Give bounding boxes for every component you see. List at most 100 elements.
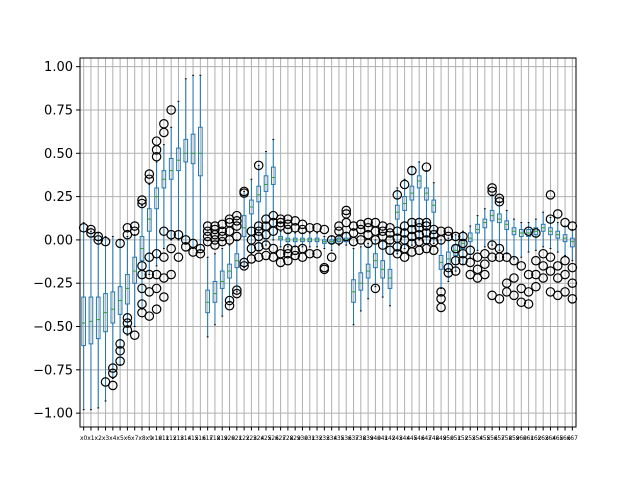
flier-point [407, 217, 417, 228]
flier-point [509, 290, 519, 301]
flier-point [392, 226, 403, 237]
x-tick-label: x45 [406, 435, 417, 442]
flier-point [436, 287, 446, 297]
flier-point [122, 313, 133, 323]
flier-point [450, 255, 461, 266]
box-x10 [154, 161, 159, 267]
x-tick-label: x46 [414, 435, 425, 442]
x-tick-label: x25 [260, 435, 271, 442]
box-x26 [270, 138, 276, 241]
box-body [416, 175, 422, 189]
flier-point [326, 252, 337, 263]
flier-point [341, 209, 352, 219]
box-body [190, 133, 196, 165]
box-body [154, 187, 159, 210]
flier-point [385, 228, 395, 238]
box-x46 [416, 161, 422, 241]
x-tick-label: x55 [479, 435, 490, 442]
flier-point [283, 255, 293, 266]
flier-point [115, 356, 125, 366]
x-tick-label: x47 [421, 435, 432, 442]
x-tick-label: x41 [377, 435, 388, 442]
flier-point [560, 269, 570, 280]
x-tick-label: x30 [297, 435, 308, 442]
flier-point [560, 255, 570, 266]
box-x60 [518, 222, 524, 258]
flier-point [217, 236, 228, 247]
flier-point [78, 222, 89, 233]
flier-point [151, 136, 162, 146]
flier-point [122, 318, 133, 328]
flier-point [487, 252, 497, 263]
box-body [387, 268, 393, 289]
x-tick-label: x23 [246, 435, 257, 442]
x-tick-label: x65 [552, 435, 563, 442]
flier-point [217, 219, 228, 230]
flier-point [166, 243, 176, 254]
x-tick-label: x4 [109, 435, 117, 442]
flier-point [144, 311, 155, 321]
x-tick-label: x64 [545, 435, 556, 442]
box-body [198, 126, 203, 177]
box-x57 [497, 201, 502, 251]
flier-point [428, 236, 439, 247]
box-x39 [365, 242, 371, 300]
x-tick-label: x22 [239, 435, 250, 442]
flier-point [523, 269, 534, 280]
flier-point [443, 226, 454, 237]
flier-point [407, 165, 417, 176]
x-tick-label: x14 [180, 435, 191, 442]
x-tick-label: x32 [311, 435, 322, 442]
box-body [467, 232, 473, 243]
flier-point [108, 380, 118, 391]
flier-point [494, 243, 505, 254]
flier-point [239, 261, 249, 271]
box-x25 [263, 151, 269, 246]
flier-point [501, 278, 512, 289]
flier-point [450, 243, 461, 254]
flier-point [465, 245, 476, 256]
box-body [241, 215, 247, 237]
x-tick-label: x34 [326, 435, 337, 442]
flier-point [108, 363, 118, 373]
flier-point [472, 264, 483, 275]
flier-point [487, 183, 497, 193]
box-x66 [562, 225, 568, 256]
flier-point [450, 231, 461, 242]
x-tick-label: x66 [559, 435, 570, 442]
flier-point [356, 224, 366, 235]
box-x67 [570, 229, 575, 262]
x-tick-label: x42 [384, 435, 395, 442]
flier-point [341, 205, 352, 216]
flier-point [407, 238, 417, 249]
box-body [146, 208, 152, 232]
box-x33 [322, 235, 327, 250]
flier-point [516, 261, 527, 271]
box-x13 [176, 100, 181, 241]
flier-point [399, 179, 410, 190]
flier-point [195, 248, 206, 259]
flier-point [545, 266, 556, 276]
x-tick-label: x51 [450, 435, 461, 442]
box-x51 [453, 234, 458, 272]
flier-point [319, 224, 330, 235]
y-tick-label: 0.75 [44, 103, 73, 118]
flier-point [531, 228, 541, 238]
flier-point [283, 224, 293, 235]
flier-point [567, 262, 578, 273]
x-tick-label: x7 [131, 435, 139, 442]
flier-point [210, 221, 220, 231]
flier-point [443, 268, 454, 278]
flier-point [137, 299, 147, 309]
flier-point [246, 226, 257, 237]
box-x20 [227, 244, 232, 303]
flier-point [144, 169, 155, 179]
flier-point [232, 216, 242, 226]
flier-point [232, 285, 242, 295]
flier-point [86, 224, 96, 235]
flier-point [458, 255, 468, 266]
flier-point [458, 231, 468, 242]
flier-point [137, 198, 147, 209]
x-tick-label: x21 [231, 435, 242, 442]
